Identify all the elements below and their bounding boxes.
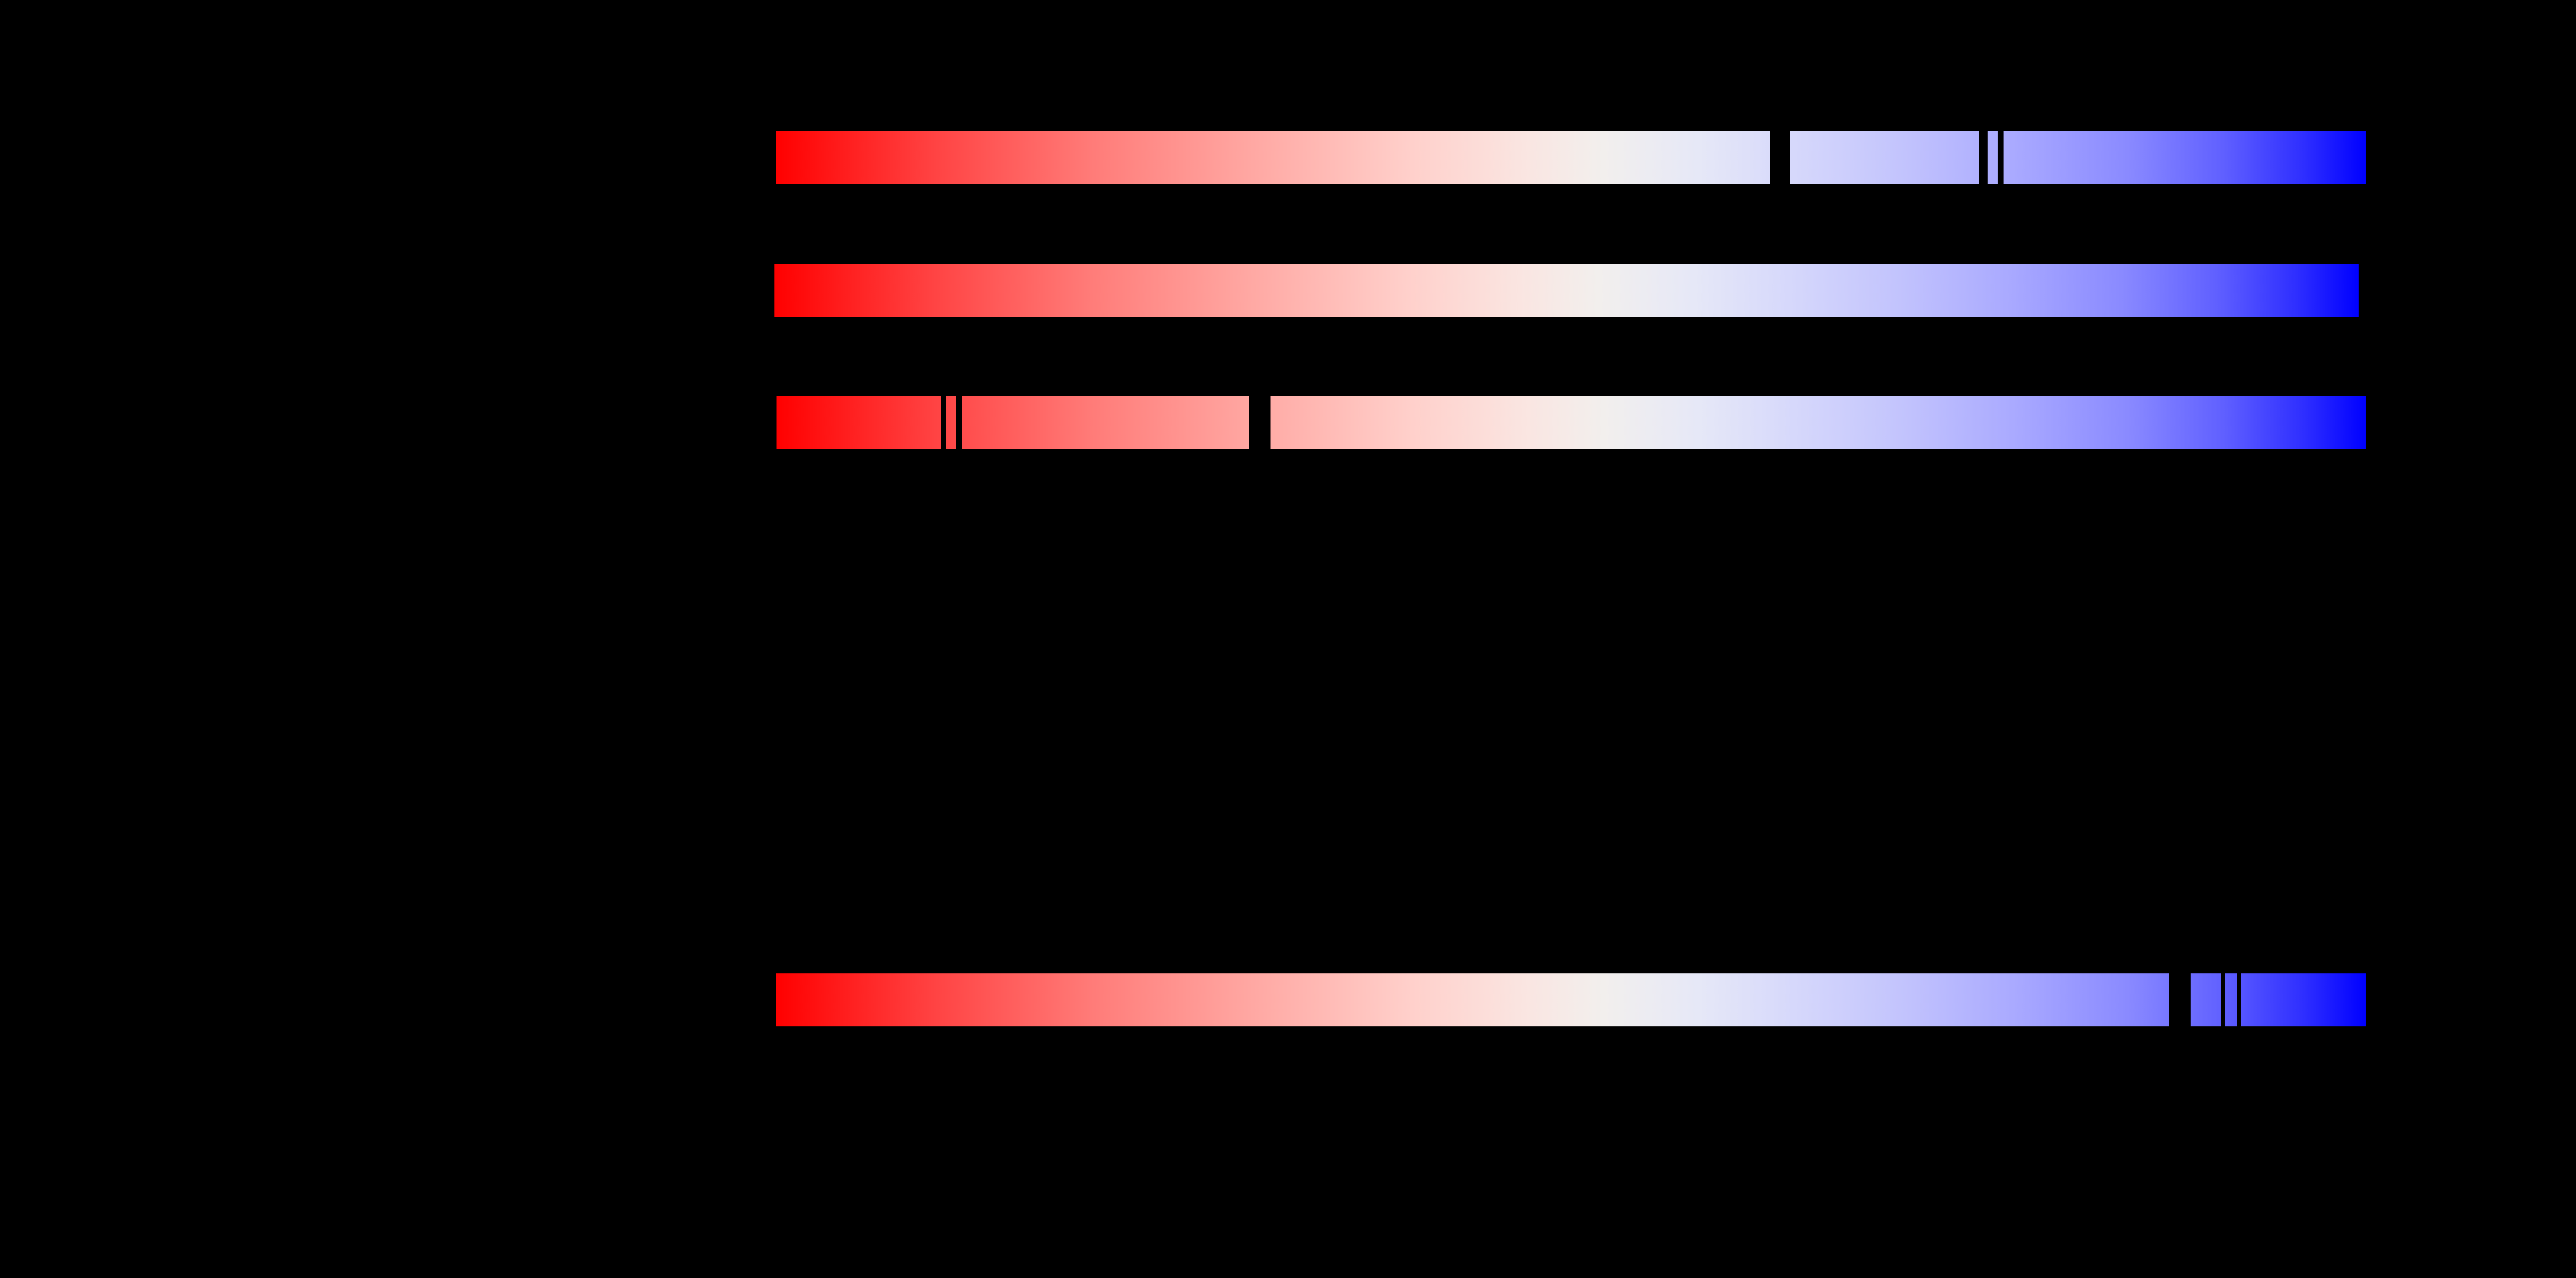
gap-mask-strip-3 [940,395,946,450]
colormap-strip-4 [775,972,2366,1027]
gap-mask-strip-1 [1979,130,1988,185]
gap-mask-strip-3 [956,395,962,450]
gap-mask-strip-4 [2220,972,2225,1027]
gap-mask-strip-4 [2168,972,2191,1027]
colormap-strip-3 [776,395,2366,450]
gap-mask-strip-1 [1997,130,2004,185]
gap-mask-strip-3 [1248,395,1271,450]
colormap-strip-2 [774,264,2359,317]
colormap-strip-1 [775,130,2366,185]
gap-mask-strip-1 [1769,130,1790,185]
gap-mask-strip-4 [2237,972,2241,1027]
